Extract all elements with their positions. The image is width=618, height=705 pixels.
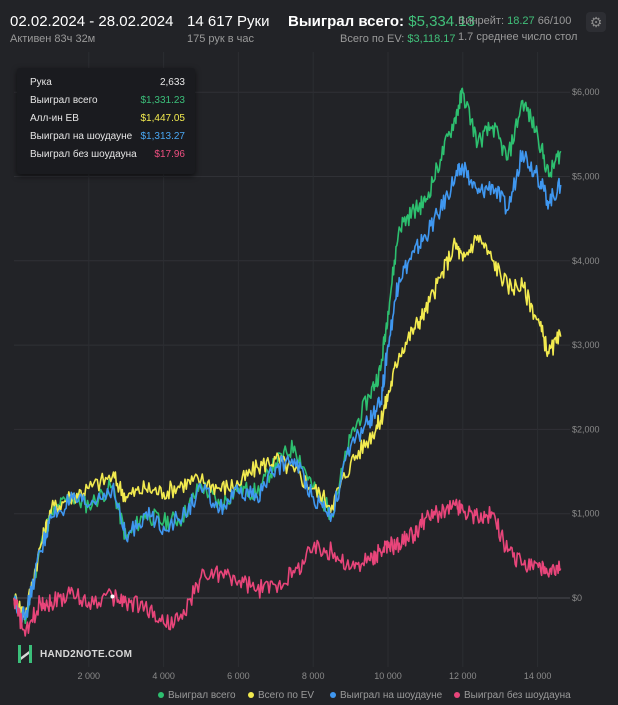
tooltip-value: $17.96 bbox=[154, 149, 185, 160]
tooltip-row-ev: Алл-ин EB $1,447.05 bbox=[30, 113, 185, 127]
legend-label: Выиграл без шоудауна bbox=[464, 690, 571, 701]
ev-total-value: $3,118.17 bbox=[407, 33, 456, 45]
series-line-1 bbox=[13, 234, 562, 621]
hands-count: 14 617 Руки bbox=[187, 13, 270, 30]
winrate-value: 18.27 bbox=[507, 15, 535, 27]
legend-dot bbox=[248, 692, 254, 699]
y-tick-label: $4,000 bbox=[572, 256, 600, 266]
series-lines bbox=[13, 87, 562, 637]
legend-item-won[interactable]: Выиграл всего bbox=[158, 690, 236, 701]
y-axis-ticks: $0 $1,000 $2,000 $3,000 $4,000 $5,000 $6,000 bbox=[572, 87, 600, 603]
series-line-2 bbox=[13, 149, 562, 624]
x-tick-label: 8 000 bbox=[302, 671, 325, 681]
y-tick-label: $6,000 bbox=[572, 87, 600, 97]
date-range-block: 02.02.2024 - 28.02.2024 Активен 83ч 32м bbox=[10, 13, 173, 45]
chart-area: $0 $1,000 $2,000 $3,000 $4,000 $5,000 $6,000 2… bbox=[0, 52, 618, 700]
tooltip-label: Выиграл без шоудауна bbox=[30, 149, 137, 160]
y-tick-label: $0 bbox=[572, 593, 582, 603]
tooltip-row-hand: Рука 2,633 bbox=[30, 77, 185, 91]
header: 02.02.2024 - 28.02.2024 Активен 83ч 32м … bbox=[0, 0, 618, 52]
tooltip-row-showdown: Выиграл на шоудауне $1,313.27 bbox=[30, 131, 185, 145]
tooltip-value: $1,447.05 bbox=[140, 113, 186, 124]
winrate-unit: 66/100 bbox=[537, 15, 572, 27]
winrate-label: Винрейт: bbox=[458, 15, 505, 27]
series-line-3 bbox=[13, 498, 562, 637]
tooltip-label: Выиграл на шоудауне bbox=[30, 131, 133, 142]
legend-label: Выиграл всего bbox=[168, 690, 236, 701]
tooltip-value: $1,313.27 bbox=[140, 131, 186, 142]
y-tick-label: $3,000 bbox=[572, 340, 600, 350]
x-tick-label: 4 000 bbox=[152, 671, 175, 681]
won-total: Выиграл всего: $5,334.13 bbox=[288, 13, 475, 30]
active-time: Активен 83ч 32м bbox=[10, 33, 96, 45]
tooltip-row-non-showdown: Выиграл без шоудауна $17.96 bbox=[30, 149, 185, 163]
y-tick-label: $2,000 bbox=[572, 424, 600, 434]
graph-svg[interactable]: $0 $1,000 $2,000 $3,000 $4,000 $5,000 $6,000 2… bbox=[0, 52, 618, 700]
won-total-value: $5,334.13 bbox=[408, 13, 475, 30]
x-tick-label: 6 000 bbox=[227, 671, 250, 681]
winrate-block: Винрейт: 18.27 66/100 1.7 среднее число … bbox=[458, 15, 577, 43]
x-axis-ticks: 2 000 4 000 6 000 8 000 10 000 12 000 14 000 bbox=[78, 671, 552, 681]
tooltip-row-won: Выиграл всего $1,331.23 bbox=[30, 95, 185, 109]
logo-text: HAND2NOTE.COM bbox=[40, 649, 133, 660]
tooltip-label: Рука bbox=[30, 77, 52, 88]
hands-block: 14 617 Руки 175 рук в час bbox=[187, 13, 270, 45]
gear-icon[interactable]: ⚙ bbox=[586, 12, 606, 32]
x-tick-label: 12 000 bbox=[449, 671, 477, 681]
logo-mark-icon bbox=[18, 645, 32, 663]
chart-legend: Выиграл всего Всего по EV Выиграл на шоу… bbox=[150, 690, 618, 701]
hover-point bbox=[110, 594, 115, 599]
y-tick-label: $5,000 bbox=[572, 172, 600, 182]
legend-item-non-showdown[interactable]: Выиграл без шоудауна bbox=[454, 690, 571, 701]
ev-total-label: Всего по EV: bbox=[340, 33, 405, 45]
legend-item-ev[interactable]: Всего по EV bbox=[248, 690, 314, 701]
x-tick-label: 14 000 bbox=[524, 671, 552, 681]
tooltip-value: 2,633 bbox=[159, 77, 185, 88]
legend-label: Всего по EV bbox=[258, 690, 315, 701]
tooltip-label: Выиграл всего bbox=[30, 95, 98, 106]
tooltip-label: Алл-ин EB bbox=[30, 113, 79, 124]
date-range[interactable]: 02.02.2024 - 28.02.2024 bbox=[10, 13, 174, 30]
y-tick-label: $1,000 bbox=[572, 509, 600, 519]
ev-total: Всего по EV: $3,118.17 bbox=[288, 33, 475, 45]
x-tick-label: 10 000 bbox=[374, 671, 402, 681]
tooltip-value: $1,331.23 bbox=[140, 95, 186, 106]
winrate: Винрейт: 18.27 66/100 bbox=[458, 15, 577, 27]
x-tick-label: 2 000 bbox=[78, 671, 101, 681]
avg-table-count: 1.7 среднее число стол bbox=[458, 31, 578, 43]
legend-dot bbox=[158, 692, 164, 699]
hands-per-hour: 175 рук в час bbox=[187, 33, 255, 45]
hover-tooltip: Рука 2,633 Выиграл всего $1,331.23 Алл-и… bbox=[17, 68, 195, 174]
won-total-label: Выиграл всего: bbox=[288, 13, 405, 30]
won-block: Выиграл всего: $5,334.13 Всего по EV: $3… bbox=[288, 13, 475, 45]
legend-dot bbox=[454, 692, 460, 699]
grid bbox=[14, 52, 570, 667]
legend-dot bbox=[330, 692, 336, 699]
legend-label: Выиграл на шоудауне bbox=[340, 690, 443, 701]
legend-item-showdown[interactable]: Выиграл на шоудауне bbox=[330, 690, 442, 701]
